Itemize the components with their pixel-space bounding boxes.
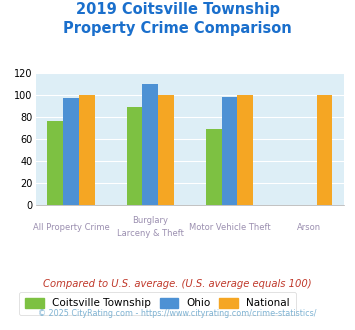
- Bar: [237, 95, 253, 205]
- Bar: [79, 95, 95, 205]
- Text: All Property Crime: All Property Crime: [33, 223, 109, 232]
- Bar: [158, 95, 174, 205]
- Text: Larceny & Theft: Larceny & Theft: [117, 229, 184, 238]
- Bar: [206, 129, 222, 205]
- Legend: Coitsville Township, Ohio, National: Coitsville Township, Ohio, National: [19, 292, 296, 315]
- Text: © 2025 CityRating.com - https://www.cityrating.com/crime-statistics/: © 2025 CityRating.com - https://www.city…: [38, 309, 317, 317]
- Bar: [47, 121, 63, 205]
- Text: Burglary: Burglary: [132, 216, 168, 225]
- Bar: [63, 98, 79, 205]
- Bar: [127, 107, 142, 205]
- Text: Arson: Arson: [297, 223, 321, 232]
- Text: Compared to U.S. average. (U.S. average equals 100): Compared to U.S. average. (U.S. average …: [43, 279, 312, 289]
- Text: Motor Vehicle Theft: Motor Vehicle Theft: [189, 223, 271, 232]
- Bar: [142, 83, 158, 205]
- Bar: [317, 95, 333, 205]
- Bar: [222, 97, 237, 205]
- Text: 2019 Coitsville Township: 2019 Coitsville Township: [76, 2, 279, 16]
- Text: Property Crime Comparison: Property Crime Comparison: [63, 21, 292, 36]
